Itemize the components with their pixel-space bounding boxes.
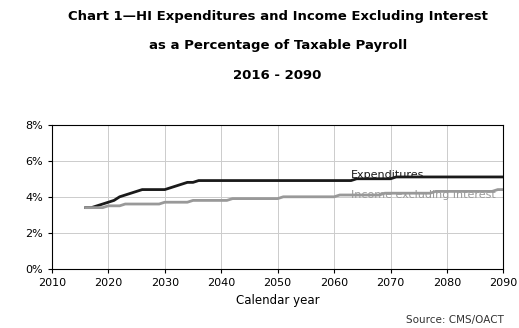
Text: Expenditures: Expenditures — [351, 170, 425, 180]
Text: Chart 1—HI Expenditures and Income Excluding Interest: Chart 1—HI Expenditures and Income Exclu… — [67, 10, 488, 23]
X-axis label: Calendar year: Calendar year — [236, 294, 320, 307]
Text: Income excluding interest: Income excluding interest — [351, 190, 496, 200]
Text: as a Percentage of Taxable Payroll: as a Percentage of Taxable Payroll — [148, 39, 407, 52]
Text: 2016 - 2090: 2016 - 2090 — [234, 69, 322, 82]
Text: Source: CMS/OACT: Source: CMS/OACT — [405, 315, 503, 325]
